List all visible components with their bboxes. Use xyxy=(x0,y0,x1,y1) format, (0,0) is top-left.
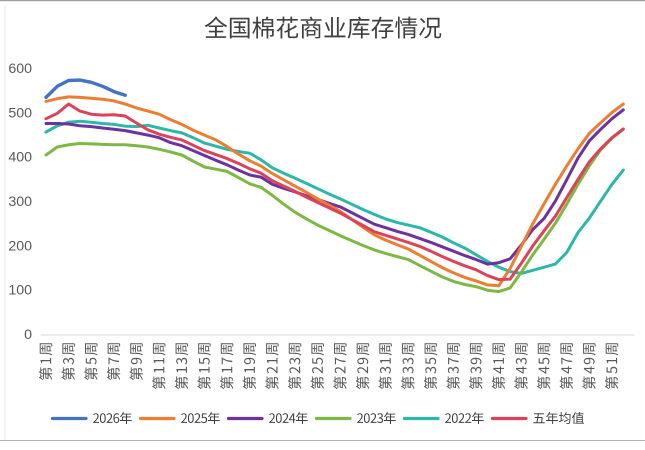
svg-text:0: 0 xyxy=(24,327,32,343)
svg-text:200: 200 xyxy=(8,238,32,254)
svg-text:300: 300 xyxy=(8,194,32,210)
svg-text:500: 500 xyxy=(8,105,32,121)
svg-text:100: 100 xyxy=(8,283,32,299)
svg-text:600: 600 xyxy=(8,61,32,77)
svg-text:400: 400 xyxy=(8,150,32,166)
